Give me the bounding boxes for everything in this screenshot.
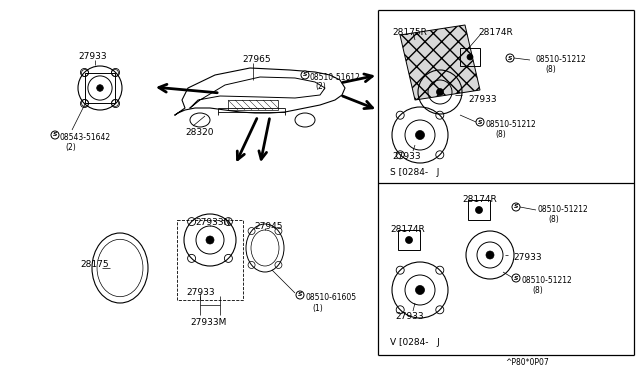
Text: 27933: 27933: [513, 253, 541, 262]
Text: S: S: [508, 55, 512, 61]
Circle shape: [51, 131, 59, 139]
Text: 08510-61605: 08510-61605: [305, 293, 356, 302]
Circle shape: [486, 251, 494, 259]
Text: (1): (1): [312, 304, 323, 313]
Circle shape: [301, 71, 309, 79]
Circle shape: [436, 89, 444, 96]
Text: 08510-51212: 08510-51212: [522, 276, 573, 285]
Text: 08510-51612: 08510-51612: [310, 73, 361, 82]
Text: (8): (8): [532, 286, 543, 295]
Text: 08510-51212: 08510-51212: [485, 120, 536, 129]
Text: ^P80*0P07: ^P80*0P07: [505, 358, 548, 367]
Circle shape: [506, 54, 514, 62]
Circle shape: [476, 206, 483, 214]
Bar: [468, 200, 490, 220]
Circle shape: [512, 203, 520, 211]
Text: (2): (2): [315, 82, 326, 91]
Text: 27933: 27933: [395, 312, 424, 321]
Text: S [0284-   J: S [0284- J: [390, 168, 440, 177]
Text: 27933: 27933: [78, 52, 107, 61]
Circle shape: [476, 118, 484, 126]
Text: 27933: 27933: [468, 95, 497, 104]
Circle shape: [406, 237, 413, 244]
Text: 08510-51212: 08510-51212: [538, 205, 589, 214]
Circle shape: [467, 54, 473, 60]
Text: (8): (8): [548, 215, 559, 224]
Text: (8): (8): [495, 130, 506, 139]
Text: 27965: 27965: [242, 55, 271, 64]
Text: 28175: 28175: [80, 260, 109, 269]
Text: 27933: 27933: [392, 152, 420, 161]
Text: (2): (2): [65, 143, 76, 152]
Text: V [0284-   J: V [0284- J: [390, 338, 440, 347]
Text: S: S: [514, 205, 518, 209]
Circle shape: [415, 285, 424, 295]
Text: S: S: [298, 292, 302, 298]
Text: S: S: [303, 73, 307, 77]
Text: 27933N: 27933N: [195, 218, 230, 227]
Circle shape: [206, 236, 214, 244]
Text: 28320: 28320: [185, 128, 214, 137]
Text: S: S: [52, 132, 57, 138]
Circle shape: [296, 291, 304, 299]
Text: 28174R: 28174R: [390, 225, 425, 234]
Polygon shape: [400, 25, 480, 100]
Text: 27945: 27945: [254, 222, 282, 231]
Text: 08543-51642: 08543-51642: [60, 133, 111, 142]
Text: 28175R: 28175R: [392, 28, 427, 37]
Circle shape: [97, 85, 103, 91]
Bar: [460, 48, 480, 66]
Text: 28174R: 28174R: [478, 28, 513, 37]
Bar: [85, 73, 115, 103]
Text: S: S: [514, 276, 518, 280]
Text: (8): (8): [545, 65, 556, 74]
Circle shape: [512, 274, 520, 282]
Text: S: S: [477, 119, 483, 125]
Text: 27933: 27933: [186, 288, 214, 297]
Circle shape: [415, 131, 424, 140]
Text: 27933M: 27933M: [190, 318, 227, 327]
Bar: [177, 220, 243, 300]
Text: 28174R: 28174R: [462, 195, 497, 204]
Text: 08510-51212: 08510-51212: [535, 55, 586, 64]
Bar: [398, 230, 420, 250]
